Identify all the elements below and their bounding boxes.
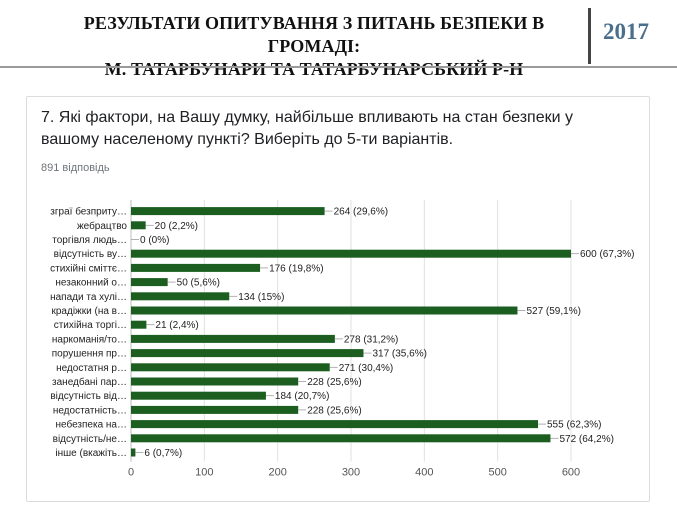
category-label: недостатня р… bbox=[56, 363, 127, 374]
value-label: 6 (0,7%) bbox=[144, 448, 182, 459]
value-label: 50 (5,6%) bbox=[177, 278, 220, 289]
x-tick-label: 300 bbox=[342, 467, 360, 479]
bar bbox=[131, 363, 330, 372]
bar bbox=[131, 405, 299, 414]
report-title: РЕЗУЛЬТАТИ ОПИТУВАННЯ З ПИТАНЬ БЕЗПЕКИ В… bbox=[40, 12, 588, 81]
category-label: зграї безприту… bbox=[50, 206, 127, 218]
report-year: 2017 bbox=[603, 19, 649, 44]
x-tick-label: 500 bbox=[488, 467, 506, 479]
bar bbox=[131, 434, 551, 443]
category-label: торгівля людь… bbox=[52, 235, 127, 246]
bar bbox=[131, 420, 538, 429]
category-label: незаконний о… bbox=[55, 278, 127, 289]
category-label: жебрацтво bbox=[77, 220, 127, 232]
question-card: 7. Які фактори, на Вашу думку, найбільше… bbox=[26, 96, 650, 502]
category-label: порушення пр… bbox=[52, 349, 127, 360]
bar bbox=[131, 221, 146, 230]
category-label: небезпека на… bbox=[55, 419, 127, 431]
value-label: 134 (15%) bbox=[238, 292, 284, 303]
x-tick-label: 0 bbox=[128, 467, 134, 479]
x-tick-label: 200 bbox=[268, 467, 286, 479]
bar bbox=[131, 334, 335, 343]
bar bbox=[131, 391, 266, 400]
category-label: відсутність від… bbox=[50, 391, 127, 402]
header-divider bbox=[588, 8, 591, 64]
bar bbox=[131, 292, 230, 301]
category-label: інше (вкажіть… bbox=[55, 448, 127, 459]
category-label: недостатність… bbox=[53, 405, 127, 416]
header-rule bbox=[0, 66, 677, 68]
bar bbox=[131, 263, 261, 272]
value-label: 228 (25,6%) bbox=[307, 405, 361, 416]
category-label: крадіжки (на в… bbox=[52, 306, 128, 317]
bar bbox=[131, 207, 325, 216]
bar bbox=[131, 377, 299, 386]
value-label: 527 (59,1%) bbox=[526, 306, 580, 317]
value-label: 572 (64,2%) bbox=[559, 434, 613, 445]
response-count: 891 відповідь bbox=[41, 162, 110, 174]
x-tick-label: 600 bbox=[562, 467, 580, 479]
value-label: 0 (0%) bbox=[140, 235, 169, 246]
report-title-line1: РЕЗУЛЬТАТИ ОПИТУВАННЯ З ПИТАНЬ БЕЗПЕКИ В… bbox=[83, 13, 545, 56]
value-label: 228 (25,6%) bbox=[307, 377, 361, 388]
bar bbox=[131, 278, 168, 287]
report-title-line2: М. ТАТАРБУНАРИ ТА ТАТАРБУНАРСЬКИЙ Р-Н bbox=[104, 59, 524, 79]
category-label: напади та хулі… bbox=[50, 292, 127, 303]
value-label: 600 (67,3%) bbox=[580, 249, 634, 260]
value-label: 555 (62,3%) bbox=[547, 420, 601, 431]
report-header: РЕЗУЛЬТАТИ ОПИТУВАННЯ З ПИТАНЬ БЕЗПЕКИ В… bbox=[0, 0, 677, 79]
category-label: відсутність/не… bbox=[53, 434, 127, 445]
x-tick-label: 400 bbox=[415, 467, 433, 479]
value-label: 176 (19,8%) bbox=[269, 263, 323, 274]
bar bbox=[131, 448, 136, 457]
category-label: занедбані пар… bbox=[52, 376, 127, 388]
value-label: 20 (2,2%) bbox=[155, 221, 198, 232]
category-label: відсутність ву… bbox=[54, 249, 127, 260]
value-label: 317 (35,6%) bbox=[372, 349, 426, 360]
value-label: 21 (2,4%) bbox=[155, 320, 198, 331]
question-title: 7. Які фактори, на Вашу думку, найбільше… bbox=[41, 109, 573, 148]
value-label: 271 (30,4%) bbox=[339, 363, 393, 374]
x-tick-label: 100 bbox=[195, 467, 213, 479]
bar bbox=[131, 349, 364, 358]
bar bbox=[131, 306, 518, 315]
category-label: стихійна торгі… bbox=[54, 320, 127, 331]
bar bbox=[131, 249, 571, 258]
category-label: стихійні сміттє… bbox=[50, 263, 127, 274]
value-label: 278 (31,2%) bbox=[344, 334, 398, 345]
category-label: наркоманія/то… bbox=[52, 334, 127, 345]
bar-chart: 0 100 200 300 400 500 600 зграї безприту… 264 (2… bbox=[50, 200, 634, 479]
bar bbox=[131, 320, 147, 329]
value-label: 264 (29,6%) bbox=[334, 207, 388, 218]
value-label: 184 (20,7%) bbox=[275, 391, 329, 402]
